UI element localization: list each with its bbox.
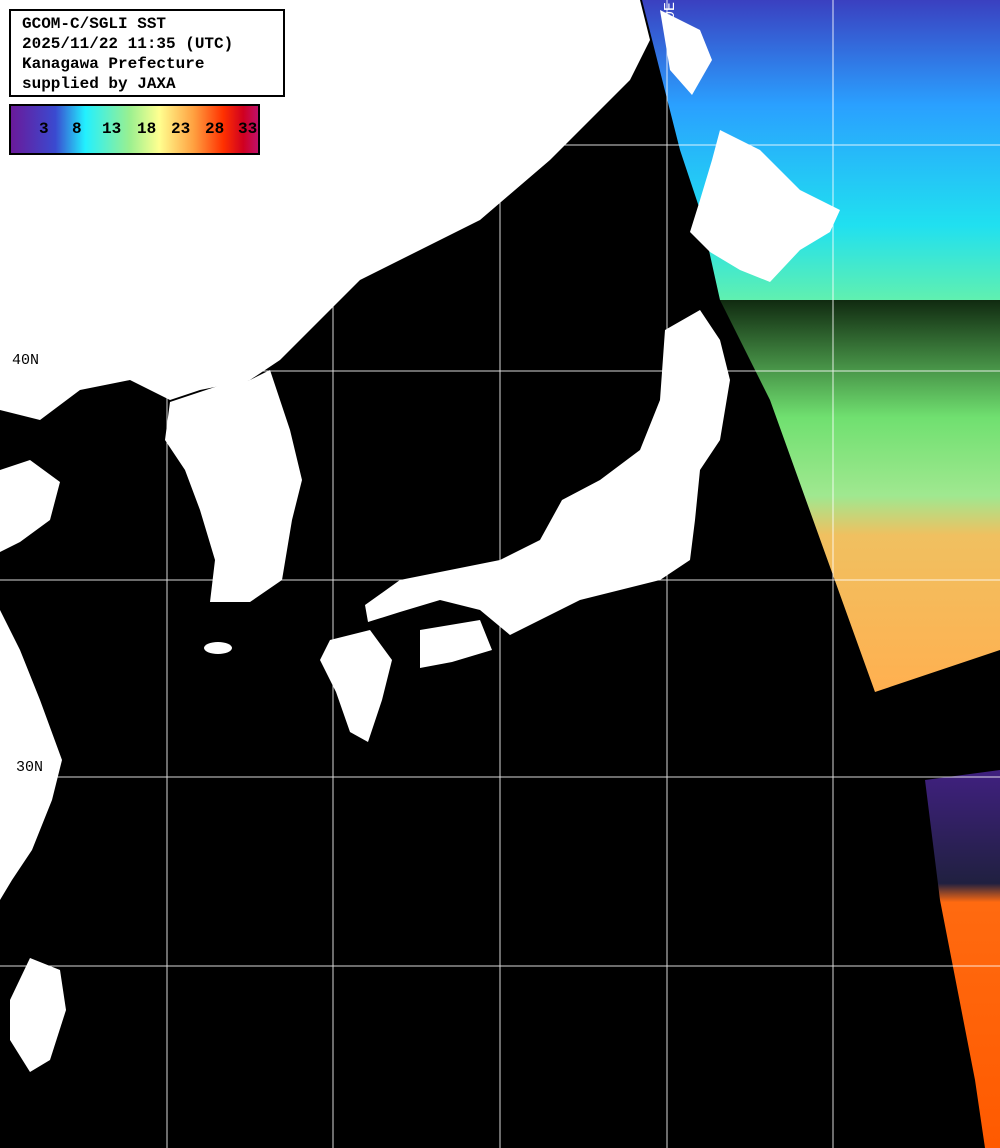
land-shikoku (420, 620, 492, 668)
scale-label: 23 (171, 120, 191, 138)
land-shandong (0, 460, 60, 552)
land-honshu (365, 310, 730, 635)
land-korea (165, 370, 302, 602)
land-jeju (204, 642, 232, 654)
sst-swath-south (925, 770, 1000, 1148)
scale-label: 28 (205, 120, 225, 138)
scale-label: 8 (72, 120, 82, 138)
sst-swaths (642, 0, 1000, 1148)
land-china-coast (0, 610, 62, 900)
land-kyushu (320, 630, 392, 742)
lat-label-30n: 30N (16, 759, 44, 776)
info-box: GCOM-C/SGLI SST 2025/11/22 11:35 (UTC) K… (9, 9, 285, 97)
region-name: Kanagawa Prefecture (22, 55, 205, 73)
lon-label-140e: 140E (662, 1, 679, 38)
land-taiwan (10, 958, 66, 1072)
scale-label: 3 (39, 120, 49, 138)
land-ulleung (400, 132, 424, 164)
product-title: GCOM-C/SGLI SST (22, 15, 167, 33)
color-scale-bar: 3 8 13 18 23 28 33 (9, 104, 260, 155)
scale-label: 33 (238, 120, 258, 138)
lat-label-40n: 40N (12, 352, 40, 369)
observation-time: 2025/11/22 11:35 (UTC) (22, 35, 234, 53)
land (0, 0, 840, 1072)
data-supplier: supplied by JAXA (22, 75, 176, 93)
land-sakhalin (660, 10, 712, 95)
sst-swath-central (720, 300, 1000, 692)
scale-label: 13 (102, 120, 122, 138)
scale-label: 18 (137, 120, 157, 138)
land-hokkaido (690, 130, 840, 282)
